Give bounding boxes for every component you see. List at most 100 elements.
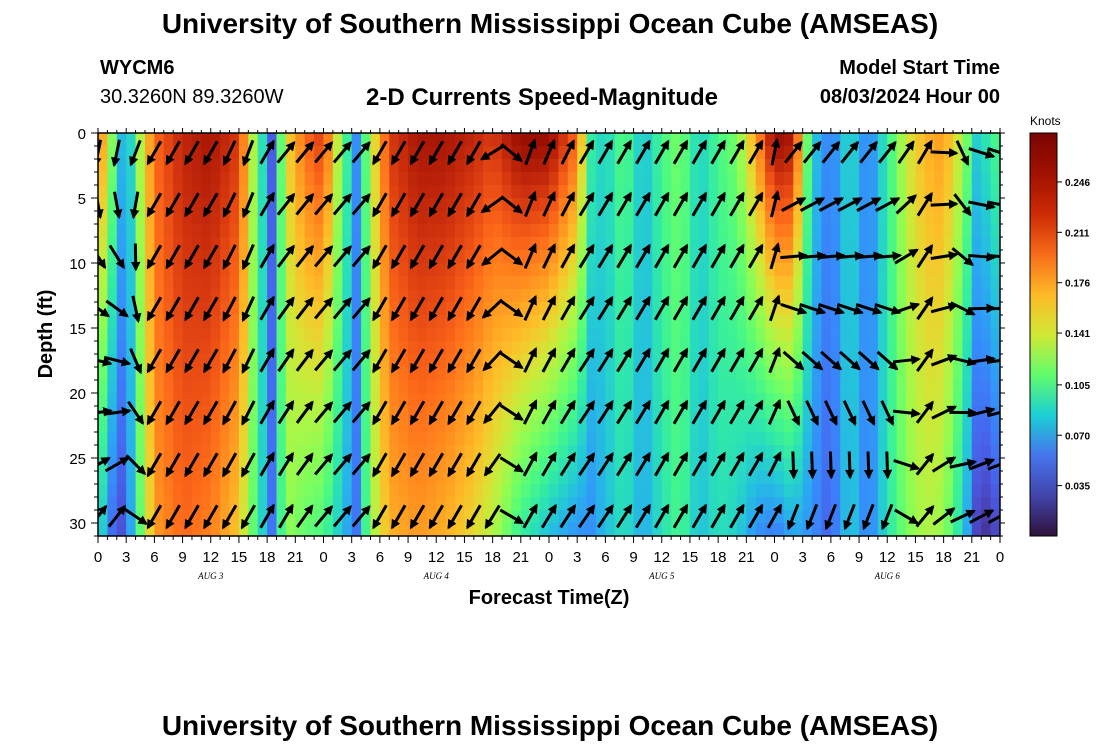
heatmap-cell bbox=[173, 419, 184, 433]
heatmap-cell bbox=[182, 263, 193, 277]
heatmap-cell bbox=[257, 380, 268, 394]
heatmap-cell bbox=[727, 341, 738, 355]
heatmap-cell bbox=[586, 497, 597, 511]
heatmap-cell bbox=[511, 380, 522, 394]
heatmap-cell bbox=[191, 211, 202, 225]
heatmap-cell bbox=[595, 523, 606, 536]
heatmap-cell bbox=[370, 133, 381, 147]
current-arrow bbox=[634, 451, 651, 477]
heatmap-cell bbox=[116, 159, 127, 173]
station-id: WYCM6 bbox=[100, 57, 175, 79]
heatmap-cell bbox=[370, 406, 381, 420]
heatmap-cell bbox=[483, 458, 494, 472]
heatmap-cell bbox=[238, 146, 249, 160]
heatmap-cell bbox=[802, 172, 813, 186]
current-arrow bbox=[930, 302, 959, 314]
heatmap-cell bbox=[257, 133, 268, 147]
heatmap-cell bbox=[595, 354, 606, 368]
heatmap-cell bbox=[379, 159, 390, 173]
heatmap-cell bbox=[915, 224, 926, 238]
heatmap-cell bbox=[849, 237, 860, 251]
heatmap-cell bbox=[379, 315, 390, 329]
heatmap-cell bbox=[361, 237, 372, 251]
heatmap-cell bbox=[577, 237, 588, 251]
current-arrow bbox=[313, 453, 334, 476]
current-arrow bbox=[597, 451, 614, 477]
heatmap-cell bbox=[689, 497, 700, 511]
heatmap-cell bbox=[116, 250, 127, 264]
heatmap-cell bbox=[624, 484, 635, 498]
heatmap-cell bbox=[502, 523, 513, 536]
heatmap-cell bbox=[135, 185, 146, 199]
heatmap-cell bbox=[248, 198, 259, 212]
heatmap-cell bbox=[98, 250, 108, 264]
heatmap-cell bbox=[351, 263, 362, 277]
heatmap-cell bbox=[765, 289, 776, 303]
heatmap-cell bbox=[595, 263, 606, 277]
heatmap-cell bbox=[361, 367, 372, 381]
heatmap-cell bbox=[990, 367, 1000, 381]
heatmap-cell bbox=[595, 445, 606, 459]
heatmap-cell bbox=[502, 276, 513, 290]
heatmap-cell bbox=[736, 172, 747, 186]
heatmap-cell bbox=[332, 289, 343, 303]
station-location: 30.3260N 89.3260W bbox=[100, 86, 284, 108]
heatmap-cell bbox=[652, 510, 663, 524]
heatmap-cell bbox=[520, 328, 531, 342]
heatmap-cell bbox=[398, 250, 409, 264]
heatmap-cell bbox=[558, 328, 569, 342]
heatmap-cell bbox=[718, 510, 729, 524]
heatmap-cell bbox=[624, 497, 635, 511]
current-arrow bbox=[332, 453, 352, 476]
heatmap-cell bbox=[793, 432, 804, 446]
heatmap-cell bbox=[285, 328, 296, 342]
heatmap-cell bbox=[370, 523, 381, 536]
heatmap-cell bbox=[116, 432, 127, 446]
heatmap-cell bbox=[455, 185, 466, 199]
heatmap-cell bbox=[727, 159, 738, 173]
heatmap-cell bbox=[323, 276, 334, 290]
heatmap-cell bbox=[379, 380, 390, 394]
heatmap-cell bbox=[642, 276, 653, 290]
heatmap-cell bbox=[859, 198, 870, 212]
heatmap-cell bbox=[351, 354, 362, 368]
current-arrow bbox=[390, 192, 407, 218]
heatmap-cell bbox=[953, 380, 964, 394]
heatmap-cell bbox=[248, 146, 259, 160]
heatmap-cell bbox=[718, 172, 729, 186]
heatmap-cell bbox=[229, 510, 240, 524]
heatmap-cell bbox=[107, 393, 118, 407]
heatmap-cell bbox=[680, 224, 691, 238]
current-arrow bbox=[499, 404, 524, 421]
heatmap-cell bbox=[727, 276, 738, 290]
heatmap-cell bbox=[567, 458, 578, 472]
heatmap-cell bbox=[342, 497, 353, 511]
heatmap-cell bbox=[220, 432, 231, 446]
heatmap-cell bbox=[567, 510, 578, 524]
heatmap-cell bbox=[126, 445, 137, 459]
heatmap-cell bbox=[342, 380, 353, 394]
heatmap-cell bbox=[144, 380, 155, 394]
heatmap-cell bbox=[370, 159, 381, 173]
heatmap-cell bbox=[680, 159, 691, 173]
heatmap-cell bbox=[990, 159, 1000, 173]
heatmap-cell bbox=[774, 198, 785, 212]
heatmap-cell bbox=[398, 237, 409, 251]
heatmap-cell bbox=[530, 432, 541, 446]
current-arrow bbox=[691, 243, 708, 269]
heatmap-cell bbox=[332, 133, 343, 147]
heatmap-cell bbox=[126, 419, 137, 433]
heatmap-cell bbox=[398, 367, 409, 381]
heatmap-cell bbox=[699, 367, 710, 381]
heatmap-cell bbox=[408, 419, 419, 433]
heatmap-cell bbox=[624, 263, 635, 277]
heatmap-cell bbox=[934, 276, 945, 290]
heatmap-cell bbox=[436, 380, 447, 394]
current-arrow bbox=[523, 242, 537, 270]
heatmap-cell bbox=[473, 159, 484, 173]
heatmap-cell bbox=[915, 419, 926, 433]
heatmap-cell bbox=[783, 302, 794, 316]
heatmap-cell bbox=[887, 445, 898, 459]
heatmap-cell bbox=[671, 302, 682, 316]
heatmap-cell bbox=[201, 159, 212, 173]
